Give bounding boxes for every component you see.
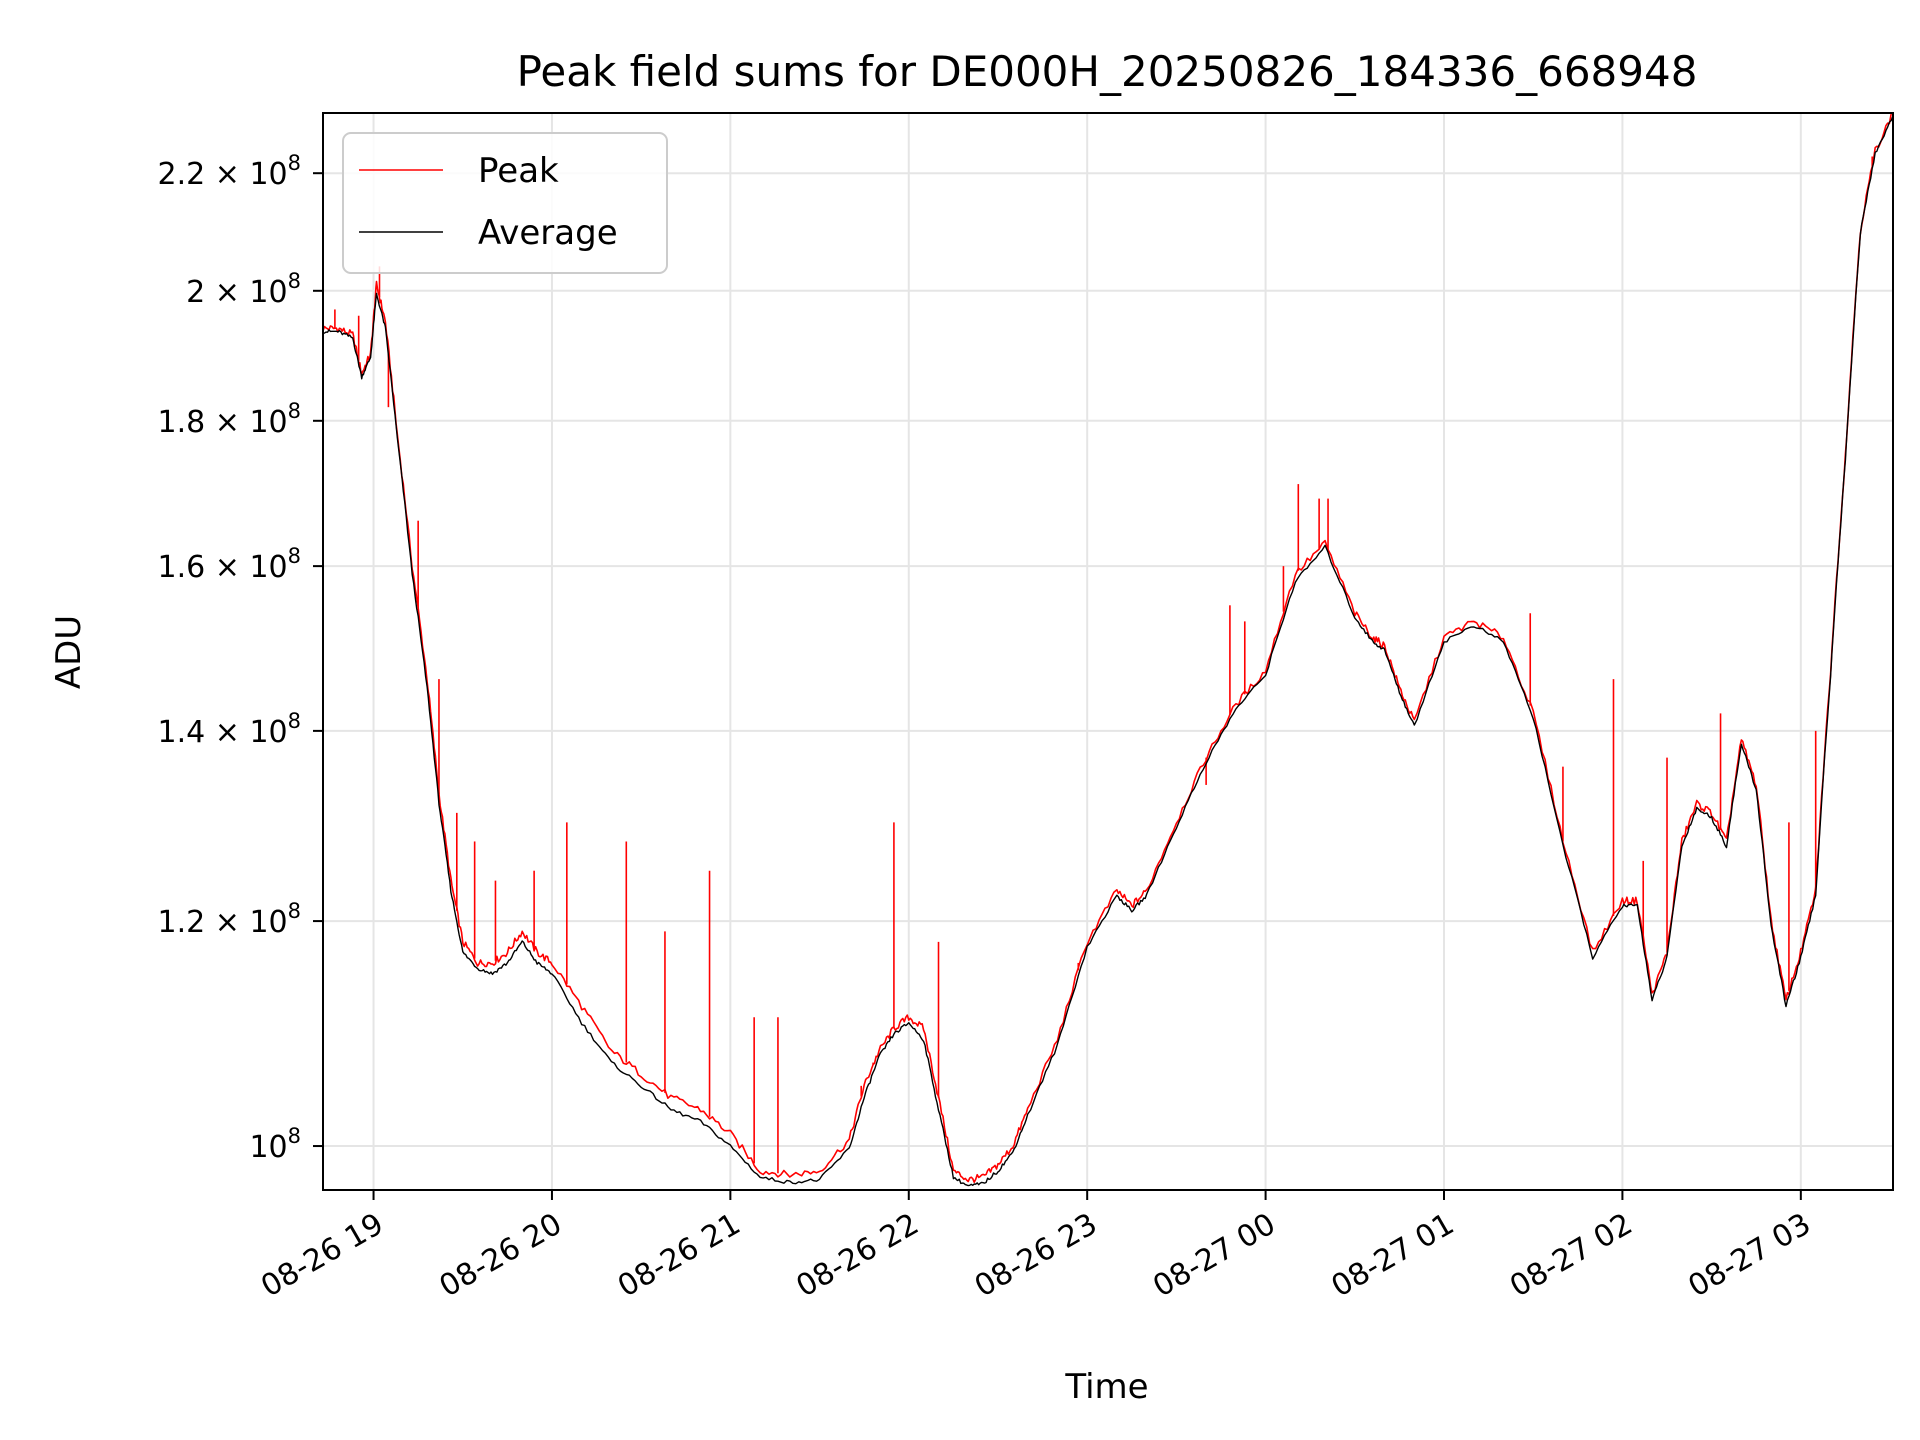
grid bbox=[323, 113, 1893, 1190]
y-tick-label: 1.6 × 108 bbox=[158, 544, 301, 585]
y-tick-label: 1.8 × 108 bbox=[158, 399, 301, 440]
legend-label-peak: Peak bbox=[478, 151, 559, 191]
y-axis-label: ADU bbox=[49, 615, 89, 689]
x-axis-label: Time bbox=[1064, 1367, 1148, 1407]
series-line-average bbox=[323, 115, 1893, 1187]
legend-box bbox=[342, 132, 668, 274]
y-tick-label: 1.4 × 108 bbox=[158, 709, 301, 750]
series-line-peak bbox=[323, 113, 1893, 1183]
plot-frame bbox=[322, 112, 1894, 1191]
y-tick-label: 1.2 × 108 bbox=[158, 899, 301, 940]
chart-title: Peak field sums for DE000H_20250826_1843… bbox=[517, 47, 1698, 96]
y-tick-label: 108 bbox=[249, 1124, 301, 1165]
y-tick-label: 2.2 × 108 bbox=[158, 151, 301, 192]
legend-label-average: Average bbox=[478, 213, 618, 253]
y-axis: 108 1.2 × 108 1.4 × 108 1.6 × 108 1.8 × 108 2… bbox=[158, 151, 323, 1165]
legend: Peak Average bbox=[342, 132, 668, 274]
y-tick-label: 2 × 108 bbox=[186, 269, 301, 310]
